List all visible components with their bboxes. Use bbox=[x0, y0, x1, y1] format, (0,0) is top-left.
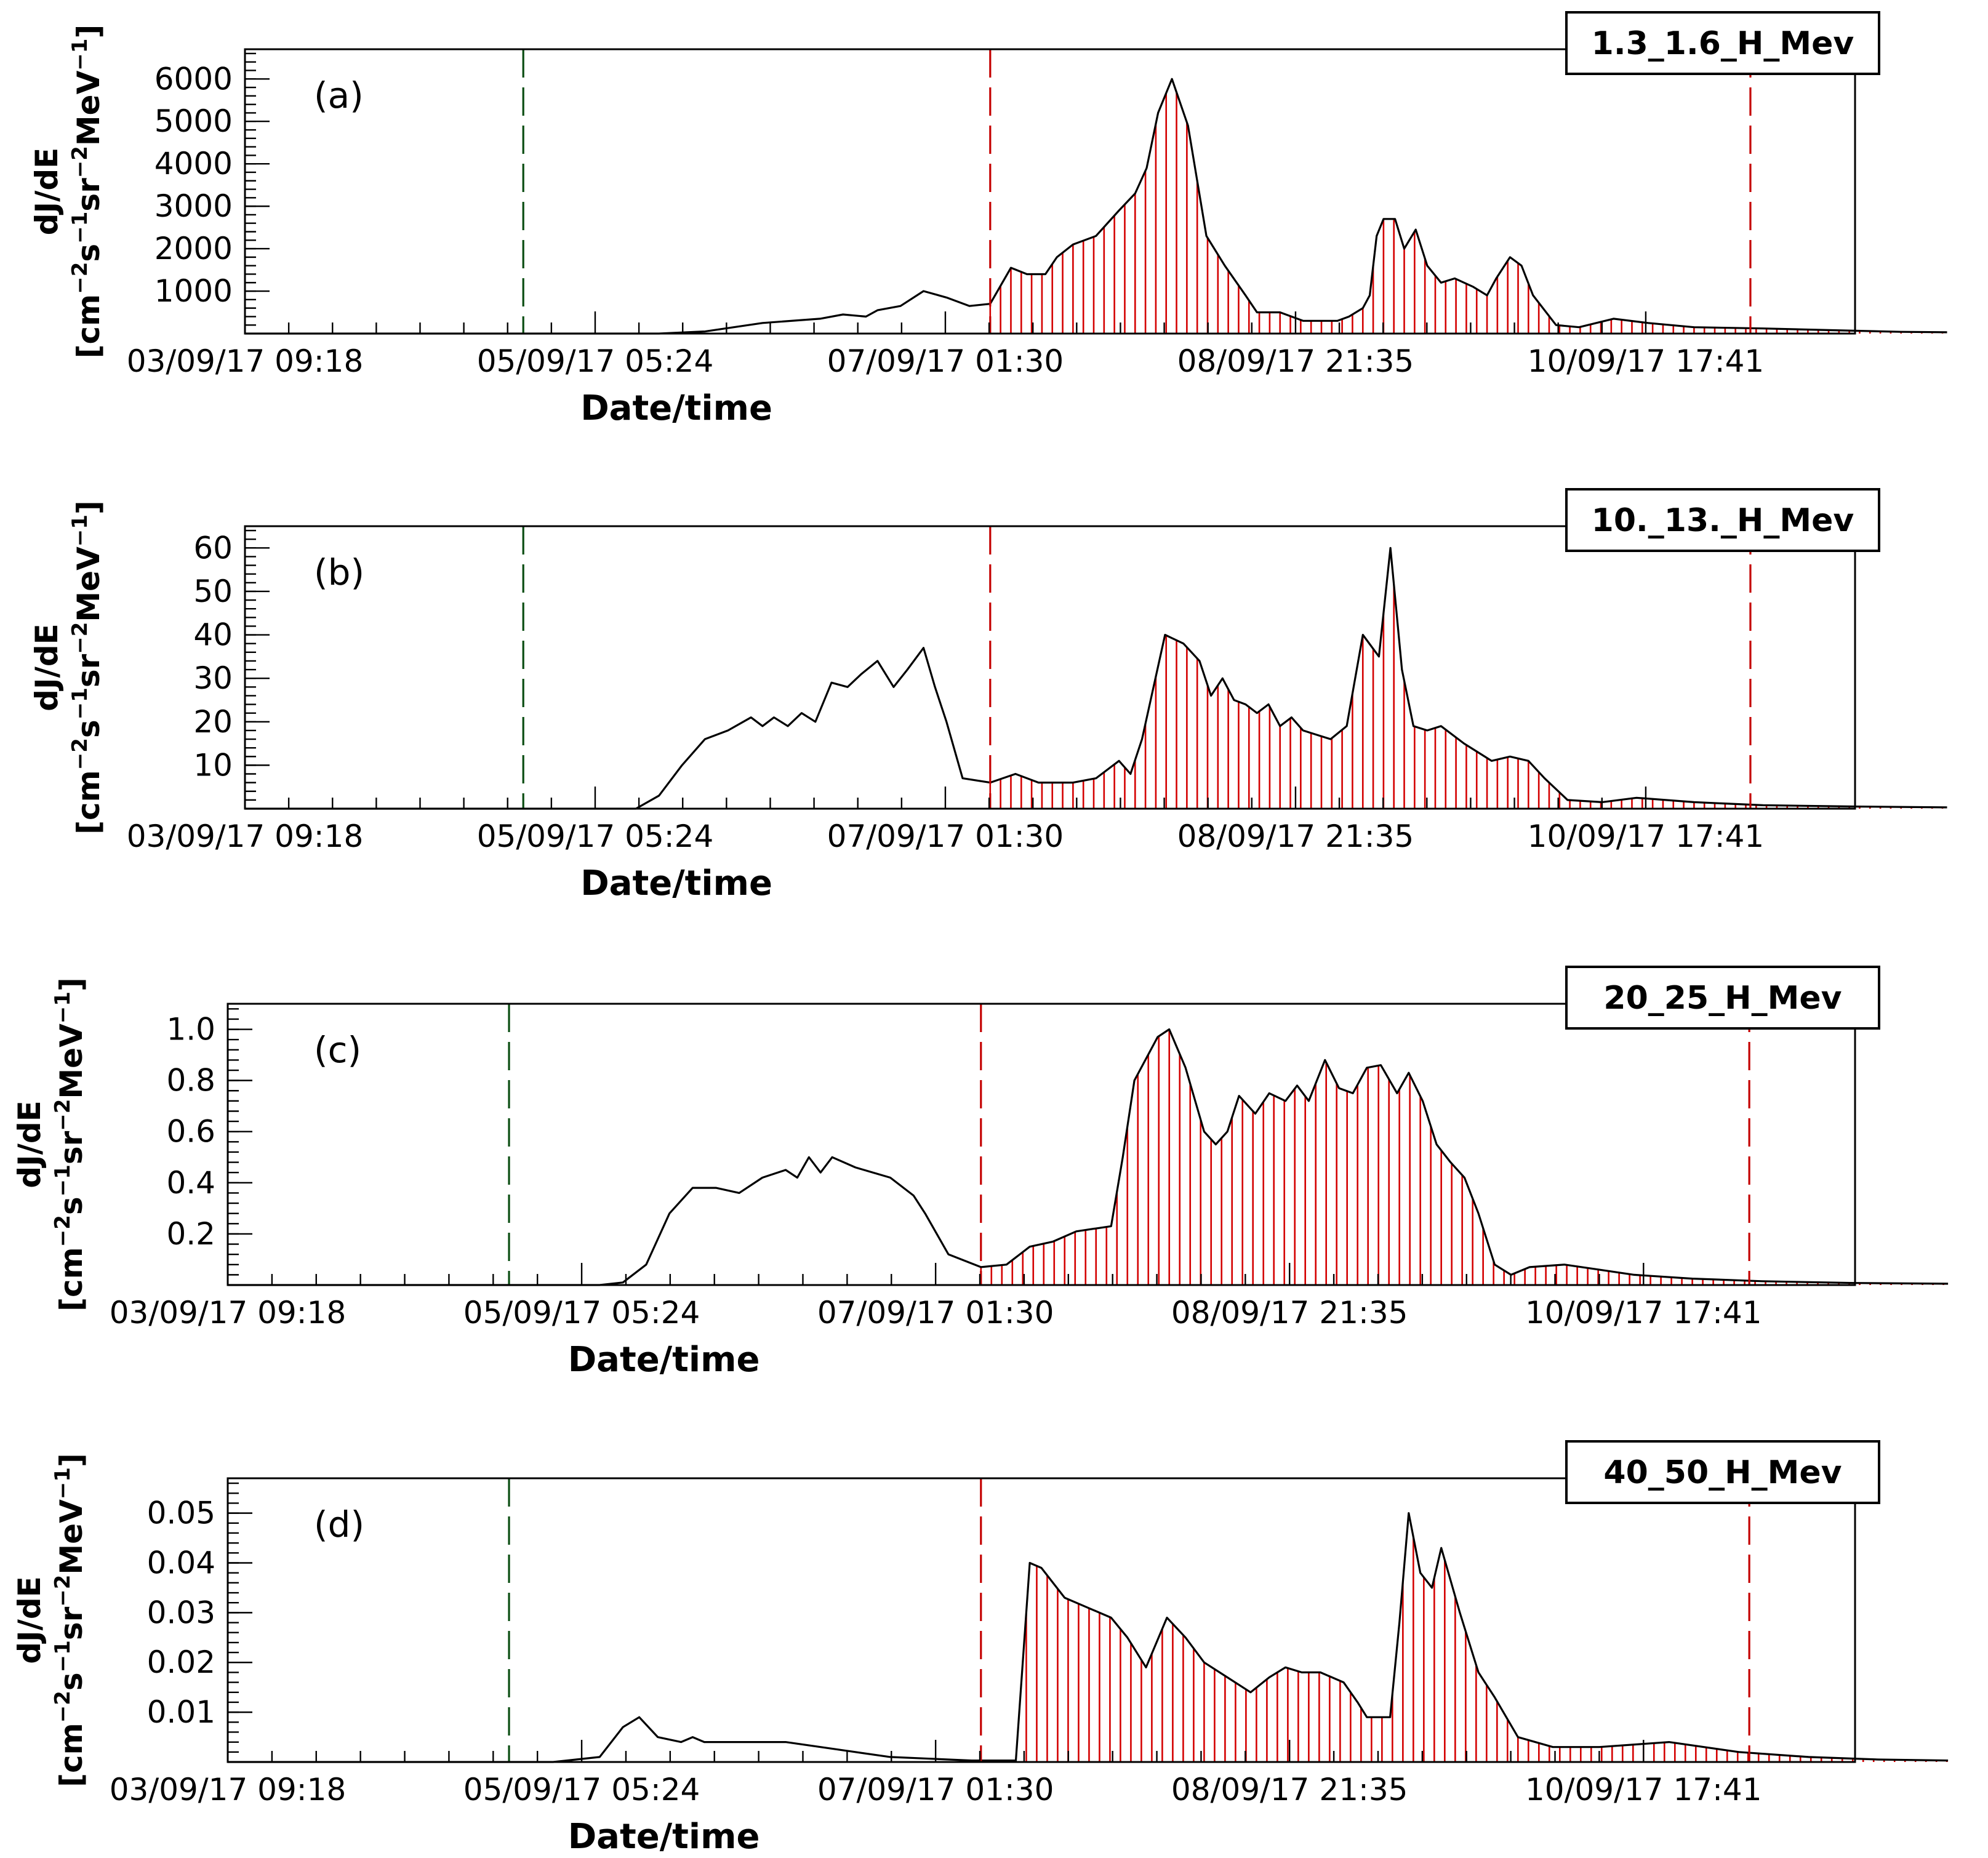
panel-d-label: (d) bbox=[314, 1504, 364, 1545]
panel-c-axes: 0.2 0.4 0.6 0.8 1.0 03/09/17 09:18 05/09/17 05… bbox=[110, 1008, 1762, 1331]
panel-c-label: (c) bbox=[314, 1029, 361, 1071]
panel-c-x-tick-label: 05/09/17 05:24 bbox=[463, 1295, 700, 1331]
panel-a-x-tick-label: 03/09/17 09:18 bbox=[127, 343, 364, 379]
panel-d-y-tick-label: 0.01 bbox=[147, 1694, 215, 1730]
panel-a-y-tick-label: 2000 bbox=[154, 231, 233, 266]
panel-c-fill bbox=[980, 1029, 1944, 1285]
panel-a-fill bbox=[989, 92, 1944, 334]
panel-d-x-tick-label: 08/09/17 21:35 bbox=[1171, 1772, 1408, 1808]
panel-a-x-tick-label: 07/09/17 01:30 bbox=[827, 343, 1064, 379]
panel-b-x-tick-label: 08/09/17 21:35 bbox=[1177, 819, 1414, 854]
panel-b-x-tick-label: 10/09/17 17:41 bbox=[1528, 819, 1765, 854]
panel-c-y-tick-label: 0.6 bbox=[166, 1114, 215, 1150]
panel-c-xlabel: Date/time bbox=[568, 1340, 760, 1380]
panel-c-x-tick-label: 07/09/17 01:30 bbox=[817, 1295, 1054, 1331]
panel-b: 10 20 30 40 50 60 03/09/17 09:18 05/09/17 05:24… bbox=[29, 488, 1947, 903]
panel-b-y-tick-label: 40 bbox=[193, 617, 233, 653]
panel-b-x-tick-label: 05/09/17 05:24 bbox=[477, 819, 714, 854]
panel-a-x-tick-label: 10/09/17 17:41 bbox=[1528, 343, 1765, 379]
panel-d-title-box bbox=[1565, 1440, 1880, 1504]
panel-d-x-tick-label: 03/09/17 09:18 bbox=[110, 1772, 347, 1808]
panel-d-y-tick-label: 0.04 bbox=[147, 1545, 215, 1580]
panel-a-xlabel: Date/time bbox=[580, 388, 772, 428]
panel-a-axes: 1000 2000 3000 4000 5000 6000 03/09/17 09:18 05… bbox=[127, 52, 1765, 379]
panel-c-y-tick-label: 0.8 bbox=[166, 1063, 215, 1099]
panel-c-curve bbox=[228, 1028, 1949, 1286]
panel-c-y-tick-label: 1.0 bbox=[166, 1012, 215, 1047]
panel-d-y-tick-label: 0.02 bbox=[147, 1644, 215, 1680]
panel-b-y-tick-label: 20 bbox=[193, 704, 233, 740]
panel-a-y-tick-label: 3000 bbox=[154, 188, 233, 224]
panel-a-y-tick-label: 4000 bbox=[154, 146, 233, 182]
panel-b-x-tick-label: 03/09/17 09:18 bbox=[127, 819, 364, 854]
panel-b-ylabel-top: dJ/dE bbox=[29, 623, 65, 711]
panel-c-frame bbox=[226, 1003, 1856, 1286]
panel-c-y-tick-label: 0.4 bbox=[166, 1165, 215, 1201]
panel-d-title: 40_50_H_Mev bbox=[1603, 1454, 1842, 1491]
panel-a: 1000 2000 3000 4000 5000 6000 03/09/17 09:18 05… bbox=[29, 11, 1947, 428]
panel-c-ylabel-units: [cm−2s−1sr−2MeV−1] bbox=[50, 977, 89, 1311]
panel-c-y-tick-label: 0.2 bbox=[166, 1216, 215, 1252]
panel-d-curve bbox=[228, 1512, 1949, 1763]
panel-d-axes: 0.01 0.02 0.03 0.04 0.05 03/09/17 09:18 05/09/… bbox=[110, 1482, 1762, 1808]
panel-c: 0.2 0.4 0.6 0.8 1.0 03/09/17 09:18 05/09/17 05… bbox=[12, 966, 1949, 1380]
panel-d: 0.01 0.02 0.03 0.04 0.05 03/09/17 09:18 05/09/… bbox=[12, 1440, 1949, 1857]
panel-d-xlabel: Date/time bbox=[568, 1817, 760, 1857]
panel-b-frame bbox=[244, 525, 1856, 810]
panel-b-axes: 10 20 30 40 50 60 03/09/17 09:18 05/09/17 05:24… bbox=[127, 529, 1765, 854]
panel-b-fill bbox=[989, 584, 1944, 809]
panel-a-y-tick-label: 1000 bbox=[154, 273, 233, 309]
panel-a-y-tick-label: 6000 bbox=[154, 61, 233, 97]
panel-b-y-tick-label: 50 bbox=[193, 574, 233, 609]
panel-a-x-tick-label: 05/09/17 05:24 bbox=[477, 343, 714, 379]
panel-a-x-tick-label: 08/09/17 21:35 bbox=[1177, 343, 1414, 379]
panel-d-y-tick-label: 0.03 bbox=[147, 1595, 215, 1630]
panel-a-title: 1.3_1.6_H_Mev bbox=[1592, 25, 1854, 62]
panel-b-y-tick-label: 30 bbox=[193, 660, 233, 696]
panel-d-ylabel-units: [cm−2s−1sr−2MeV−1] bbox=[50, 1453, 89, 1787]
panel-b-xlabel: Date/time bbox=[580, 863, 772, 903]
panel-d-fill bbox=[1015, 1537, 1948, 1762]
panel-c-title-box bbox=[1565, 966, 1880, 1030]
panel-a-ylabel-top: dJ/dE bbox=[29, 148, 65, 236]
panel-d-x-tick-label: 05/09/17 05:24 bbox=[463, 1772, 700, 1808]
panel-b-title-box bbox=[1565, 488, 1880, 552]
panel-a-curve bbox=[245, 78, 1947, 335]
panel-b-label: (b) bbox=[314, 551, 364, 593]
panel-a-ylabel-units: [cm−2s−1sr−2MeV−1] bbox=[68, 25, 106, 359]
panel-a-y-tick-label: 5000 bbox=[154, 103, 233, 139]
panel-c-title: 20_25_H_Mev bbox=[1603, 980, 1842, 1017]
panel-c-x-tick-label: 10/09/17 17:41 bbox=[1525, 1295, 1762, 1331]
panel-a-label: (a) bbox=[314, 74, 364, 116]
panel-d-frame bbox=[226, 1477, 1856, 1763]
panel-b-ylabel-units: [cm−2s−1sr−2MeV−1] bbox=[68, 500, 106, 835]
panel-a-title-box bbox=[1565, 11, 1880, 75]
panel-c-ylabel-top: dJ/dE bbox=[12, 1100, 47, 1188]
panel-b-x-tick-label: 07/09/17 01:30 bbox=[827, 819, 1064, 854]
panel-d-ylabel-top: dJ/dE bbox=[12, 1576, 47, 1664]
panel-d-x-tick-label: 10/09/17 17:41 bbox=[1525, 1772, 1762, 1808]
panel-b-y-tick-label: 10 bbox=[193, 747, 233, 783]
panel-d-y-tick-label: 0.05 bbox=[147, 1496, 215, 1531]
panel-c-x-tick-label: 08/09/17 21:35 bbox=[1171, 1295, 1408, 1331]
panel-b-y-tick-label: 60 bbox=[193, 530, 233, 566]
panel-b-title: 10._13._H_Mev bbox=[1592, 502, 1854, 539]
panel-a-frame bbox=[244, 48, 1856, 335]
panel-c-x-tick-label: 03/09/17 09:18 bbox=[110, 1295, 347, 1331]
panel-b-curve bbox=[245, 547, 1947, 810]
panel-d-x-tick-label: 07/09/17 01:30 bbox=[817, 1772, 1054, 1808]
